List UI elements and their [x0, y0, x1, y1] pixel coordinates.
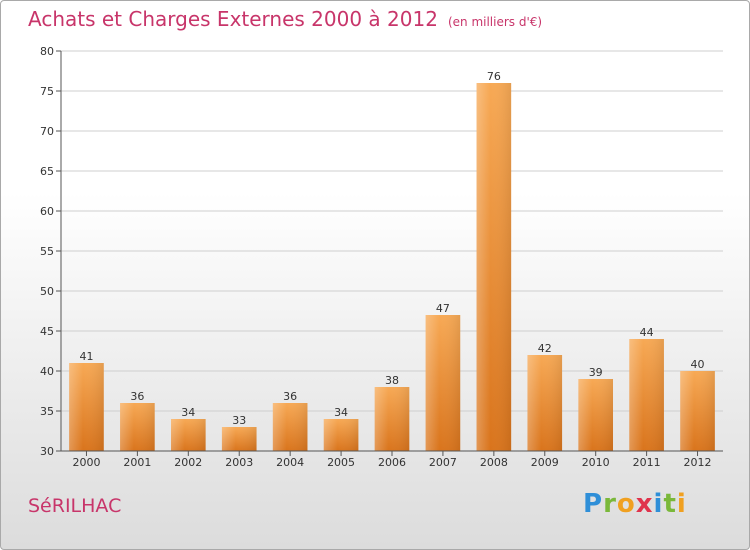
- bar-value-label: 76: [487, 70, 501, 83]
- bar-value-label: 47: [436, 302, 450, 315]
- logo-letter: P: [583, 489, 604, 519]
- y-tick-label: 75: [40, 85, 54, 98]
- x-tick-label: 2004: [276, 456, 304, 469]
- bar-value-label: 38: [385, 374, 399, 387]
- chart-title: Achats et Charges Externes 2000 à 2012 (e…: [28, 7, 542, 31]
- y-tick-label: 70: [40, 125, 54, 138]
- x-tick-label: 2007: [429, 456, 457, 469]
- y-tick-label: 80: [40, 45, 54, 58]
- x-tick-label: 2000: [72, 456, 100, 469]
- y-tick-label: 65: [40, 165, 54, 178]
- logo-letter: r: [603, 489, 617, 519]
- bar-shine: [578, 379, 614, 451]
- bar-value-label: 40: [691, 358, 705, 371]
- bar-value-label: 36: [283, 390, 297, 403]
- y-tick-label: 50: [40, 285, 54, 298]
- chart-subtitle: (en milliers d'€): [447, 15, 543, 29]
- y-tick-label: 55: [40, 245, 54, 258]
- bar-shine: [323, 419, 359, 451]
- bar-shine: [629, 339, 664, 451]
- x-tick-label: 2005: [327, 456, 355, 469]
- x-tick-label: 2009: [531, 456, 559, 469]
- bar-value-label: 42: [538, 342, 552, 355]
- x-tick-label: 2008: [480, 456, 508, 469]
- bar-shine: [476, 83, 512, 451]
- bar-value-label: 39: [589, 366, 603, 379]
- chart-title-text: Achats et Charges Externes 2000 à 2012: [28, 7, 438, 31]
- bar-value-label: 34: [334, 406, 348, 419]
- bar-shine: [527, 355, 563, 451]
- y-tick-label: 45: [40, 325, 54, 338]
- bar-shine: [120, 403, 155, 451]
- y-tick-label: 30: [40, 445, 54, 458]
- logo-letter: t: [663, 489, 677, 519]
- x-tick-label: 2006: [378, 456, 406, 469]
- bar-shine: [272, 403, 308, 451]
- logo-letter: i: [653, 489, 664, 519]
- bar-value-label: 33: [232, 414, 246, 427]
- bar-shine: [425, 315, 461, 451]
- proxiti-logo: Proxiti: [583, 489, 687, 519]
- commune-name: SéRILHAC: [28, 495, 122, 517]
- logo-letter: i: [676, 489, 687, 519]
- bar-shine: [680, 371, 715, 451]
- x-tick-label: 2002: [174, 456, 202, 469]
- x-tick-label: 2003: [225, 456, 253, 469]
- bar-shine: [170, 419, 206, 451]
- x-tick-label: 2012: [684, 456, 712, 469]
- bar-value-label: 41: [79, 350, 93, 363]
- bar-shine: [374, 387, 410, 451]
- y-tick-label: 35: [40, 405, 54, 418]
- bar-shine: [221, 427, 257, 451]
- logo-letter: o: [616, 489, 636, 519]
- y-tick-label: 40: [40, 365, 54, 378]
- x-tick-label: 2011: [633, 456, 661, 469]
- bar-value-label: 44: [640, 326, 654, 339]
- y-tick-label: 60: [40, 205, 54, 218]
- x-tick-label: 2001: [123, 456, 151, 469]
- logo-letter: x: [635, 489, 654, 519]
- bar-value-label: 36: [130, 390, 144, 403]
- x-tick-label: 2010: [582, 456, 610, 469]
- bar-value-label: 34: [181, 406, 195, 419]
- bar-shine: [69, 363, 104, 451]
